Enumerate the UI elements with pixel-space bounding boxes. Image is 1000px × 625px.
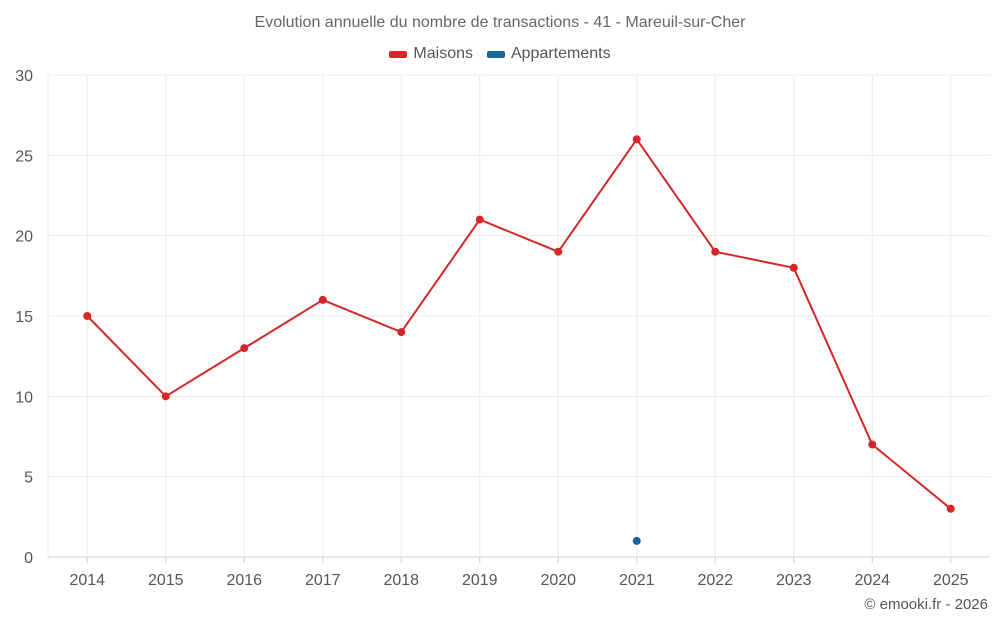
data-point-appartements-2021 [632, 536, 641, 545]
data-point-maisons-2021 [632, 135, 641, 144]
chart-legend: Maisons Appartements [0, 45, 1000, 63]
data-point-maisons-2025 [946, 504, 955, 513]
data-point-maisons-2023 [789, 263, 798, 272]
y-tick-label: 20 [15, 229, 33, 246]
x-tick-label: 2022 [697, 572, 733, 589]
x-tick-label: 2024 [854, 572, 890, 589]
data-point-maisons-2022 [711, 247, 720, 256]
legend-label-appartements: Appartements [510, 45, 611, 62]
data-point-maisons-2018 [397, 328, 406, 337]
x-tick-label: 2025 [933, 572, 969, 589]
y-tick-label: 15 [15, 309, 33, 326]
x-tick-label: 2020 [540, 572, 576, 589]
x-tick-label: 2023 [776, 572, 812, 589]
y-tick-label: 25 [15, 148, 33, 165]
y-tick-label: 30 [15, 68, 33, 85]
y-tick-label: 5 [24, 470, 33, 487]
data-point-maisons-2017 [318, 295, 327, 304]
legend-item-appartements[interactable]: Appartements [486, 45, 611, 63]
y-tick-label: 10 [15, 389, 33, 406]
x-tick-label: 2017 [305, 572, 341, 589]
legend-swatch-appartements [486, 50, 505, 58]
data-point-maisons-2015 [161, 392, 170, 401]
series-line-maisons [86, 138, 952, 510]
data-point-maisons-2016 [240, 344, 249, 353]
x-tick-label: 2016 [226, 572, 262, 589]
y-tick-label: 0 [24, 550, 33, 567]
legend-swatch-maisons [389, 50, 408, 58]
chart-title: Evolution annuelle du nombre de transact… [254, 14, 746, 31]
data-point-maisons-2020 [554, 247, 563, 256]
x-tick-label: 2021 [619, 572, 655, 589]
x-tick-label: 2018 [383, 572, 419, 589]
x-tick-label: 2019 [462, 572, 498, 589]
x-tick-label: 2015 [148, 572, 184, 589]
credit-text: © emooki.fr - 2026 [864, 596, 988, 613]
data-point-maisons-2019 [475, 215, 484, 224]
data-point-maisons-2014 [83, 312, 92, 320]
legend-item-maisons[interactable]: Maisons [389, 45, 473, 63]
legend-label-maisons: Maisons [413, 45, 473, 62]
data-point-maisons-2024 [868, 440, 877, 449]
x-tick-label: 2014 [69, 572, 105, 589]
